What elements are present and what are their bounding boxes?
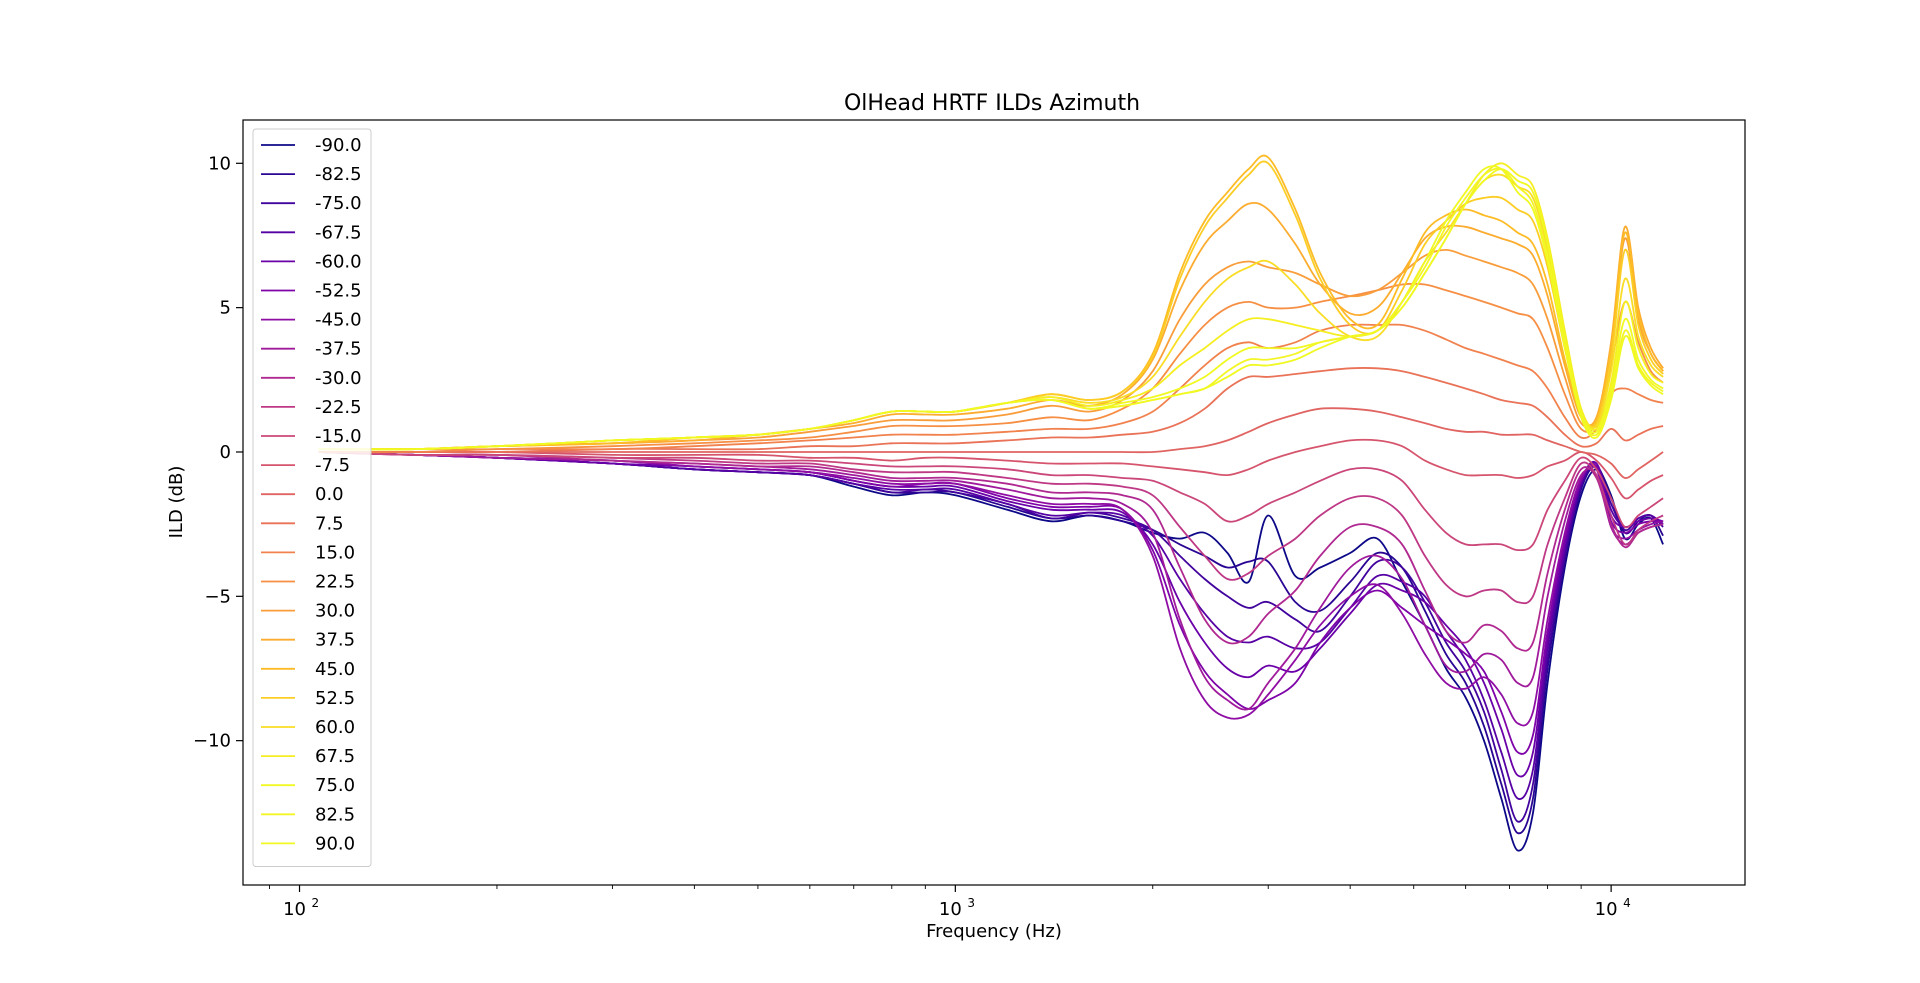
legend-label: 45.0: [315, 659, 355, 680]
legend-box: [252, 128, 372, 867]
legend-label: -37.5: [315, 339, 362, 360]
legend-label: 67.5: [315, 746, 355, 767]
legend-label: 30.0: [315, 601, 355, 622]
legend-label: -52.5: [315, 281, 362, 302]
legend-label: 82.5: [315, 804, 355, 825]
series-line-11: [318, 438, 1664, 500]
y-tick-label: 0: [220, 442, 231, 463]
x-tick-label: 10: [939, 899, 962, 920]
legend-label: 22.5: [315, 572, 355, 593]
legend-label: -30.0: [315, 368, 362, 389]
series-line-24: [318, 165, 1664, 451]
legend-label: -7.5: [315, 455, 350, 476]
y-axis: 10 5 0 −5 −10: [193, 153, 243, 752]
series-line-16: [318, 237, 1664, 451]
legend: -90.0 -82.5 -75.0 -67.5 -60.0 -52.5 -45.0 -37.5…: [252, 128, 372, 867]
series-line-9: [318, 451, 1664, 605]
x-axis-label: Frequency (Hz): [926, 921, 1062, 942]
x-tick-label: 10: [1595, 899, 1618, 920]
legend-label: 0.0: [315, 484, 344, 505]
x-tick-exponent: 4: [1623, 896, 1631, 910]
y-axis-label: ILD (dB): [166, 466, 187, 539]
legend-label: -82.5: [315, 164, 362, 185]
plot-frame: [242, 119, 1746, 886]
series-line-13: [318, 367, 1664, 454]
series-line-3: [318, 451, 1664, 800]
legend-label: 75.0: [315, 775, 355, 796]
y-tick-label: 10: [208, 153, 231, 174]
series-line-7: [318, 451, 1664, 711]
x-tick-label: 10: [283, 899, 306, 920]
legend-label: 60.0: [315, 717, 355, 738]
legend-label: 52.5: [315, 688, 355, 709]
y-tick-label: −5: [204, 586, 231, 607]
legend-label: -45.0: [315, 310, 362, 331]
x-axis: 10 2 10 3 10 4: [269, 885, 1631, 920]
series-line-10: [318, 451, 1664, 552]
y-tick-label: −10: [193, 731, 231, 752]
legend-label: -60.0: [315, 251, 362, 272]
legend-label: -90.0: [315, 135, 362, 156]
chart-title: OlHead HRTF ILDs Azimuth: [844, 91, 1140, 116]
x-tick-exponent: 3: [967, 896, 975, 910]
series-line-15: [318, 282, 1664, 451]
legend-label: 90.0: [315, 833, 355, 854]
legend-label: 15.0: [315, 542, 355, 563]
x-tick-exponent: 2: [312, 896, 320, 910]
legend-label: 7.5: [315, 513, 344, 534]
series-line-6: [318, 451, 1664, 727]
legend-label: 37.5: [315, 630, 355, 651]
y-tick-label: 5: [220, 298, 231, 319]
legend-label: -22.5: [315, 397, 362, 418]
legend-label: -67.5: [315, 222, 362, 243]
lines-layer: [318, 154, 1664, 852]
legend-label: -15.0: [315, 426, 362, 447]
legend-label: -75.0: [315, 193, 362, 214]
series-line-12: [318, 407, 1664, 479]
series-line-8: [318, 451, 1664, 652]
